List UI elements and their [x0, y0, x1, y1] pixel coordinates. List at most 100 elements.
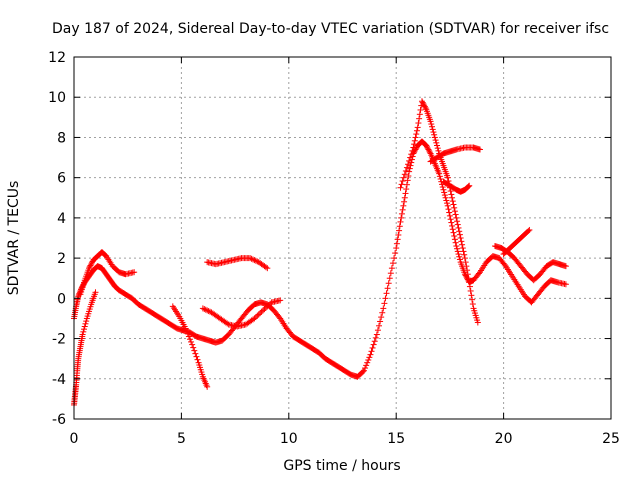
data-point: [439, 184, 446, 191]
data-point: [445, 206, 452, 213]
data-point: [405, 161, 412, 168]
data-point: [401, 198, 408, 205]
data-point: [425, 146, 432, 153]
data-point: [460, 248, 467, 255]
data-point: [396, 223, 403, 230]
data-point: [413, 145, 420, 152]
data-point: [419, 99, 426, 106]
data-point: [456, 253, 463, 260]
data-point: [88, 261, 95, 268]
data-point: [444, 174, 451, 181]
data-point: [424, 145, 431, 152]
data-point: [437, 176, 444, 183]
data-point: [372, 334, 379, 341]
data-point: [370, 341, 377, 348]
series-11: [500, 226, 533, 258]
y-tick-label: 10: [48, 90, 66, 106]
series-5: [204, 255, 271, 272]
data-point: [368, 348, 375, 355]
data-point: [371, 338, 378, 345]
data-point: [366, 354, 373, 361]
data-point: [449, 222, 456, 229]
y-tick-label: -6: [52, 412, 66, 428]
data-markers: [71, 98, 569, 408]
y-tick-label: 0: [57, 291, 66, 307]
data-point: [248, 255, 255, 262]
series-6: [199, 297, 284, 330]
data-point: [252, 314, 259, 321]
data-point: [131, 269, 138, 276]
data-point: [367, 351, 374, 358]
data-point: [264, 265, 271, 272]
data-point: [451, 236, 458, 243]
data-point: [426, 149, 433, 156]
data-point: [265, 302, 272, 309]
data-point: [373, 331, 380, 338]
data-point: [384, 285, 391, 292]
data-point: [252, 257, 259, 264]
data-point: [422, 104, 429, 111]
data-point: [406, 165, 413, 172]
x-tick-labels: 0 5 10 15 20 25: [70, 431, 620, 447]
data-point: [262, 304, 269, 311]
data-point: [397, 184, 404, 191]
data-point: [448, 219, 455, 226]
data-point: [432, 137, 439, 144]
data-point: [444, 200, 451, 207]
data-point: [464, 184, 471, 191]
data-point: [399, 178, 406, 185]
data-point: [456, 231, 463, 238]
data-point: [448, 191, 455, 198]
y-tick-label: -2: [52, 332, 66, 348]
data-point: [441, 192, 448, 199]
data-point: [398, 210, 405, 217]
data-point: [79, 331, 86, 338]
data-point: [414, 124, 421, 131]
data-point: [526, 226, 533, 233]
data-point: [416, 111, 423, 118]
data-point: [204, 307, 211, 314]
data-point: [449, 198, 456, 205]
data-point: [405, 172, 412, 179]
data-point: [86, 265, 93, 272]
x-tick-label: 15: [387, 431, 405, 447]
data-point: [452, 239, 459, 246]
data-point: [260, 307, 267, 314]
data-point: [86, 263, 93, 270]
data-point: [363, 362, 370, 369]
data-point: [420, 100, 427, 107]
data-point: [451, 232, 458, 239]
x-tick-label: 5: [177, 431, 186, 447]
data-point: [413, 127, 420, 134]
data-point: [413, 131, 420, 138]
data-point: [403, 164, 410, 171]
data-point: [251, 257, 258, 264]
data-point: [454, 248, 461, 255]
x-tick-label: 25: [602, 431, 620, 447]
data-point: [205, 308, 212, 315]
series-9: [440, 178, 473, 195]
data-point: [402, 190, 409, 197]
data-point: [464, 271, 471, 278]
data-point: [374, 327, 381, 334]
data-point: [461, 255, 468, 262]
x-axis-label: GPS time / hours: [283, 458, 400, 474]
data-point: [562, 263, 569, 270]
data-point: [184, 330, 191, 337]
data-point: [82, 320, 89, 327]
chart-title: Day 187 of 2024, Sidereal Day-to-day VTE…: [52, 21, 609, 37]
data-point: [450, 201, 457, 208]
data-point: [186, 336, 193, 343]
data-point: [426, 147, 433, 154]
data-point: [475, 270, 482, 277]
data-point: [92, 289, 99, 296]
data-point: [436, 170, 443, 177]
data-point: [365, 357, 372, 364]
data-point: [440, 186, 447, 193]
data-point: [364, 359, 371, 366]
series-1: [71, 138, 569, 380]
data-point: [469, 301, 476, 308]
data-point: [388, 265, 395, 272]
data-point: [412, 134, 419, 141]
data-point: [182, 325, 189, 332]
